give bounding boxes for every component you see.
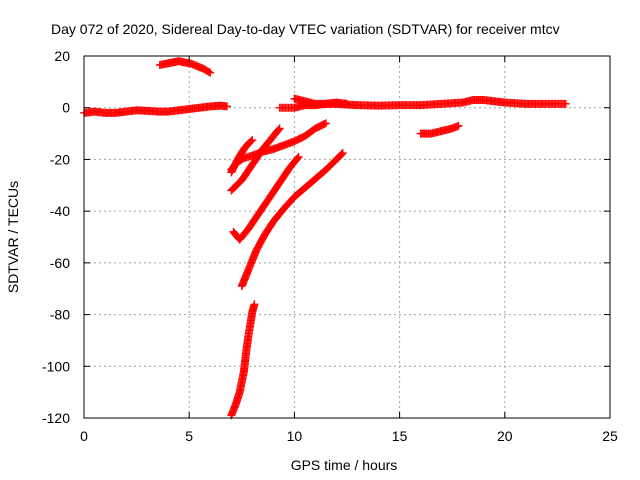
data-point (293, 153, 302, 162)
data-point (561, 99, 570, 108)
data-series (237, 148, 347, 291)
data-point (204, 68, 213, 77)
x-tick-label: 0 (80, 428, 88, 444)
data-series (290, 94, 351, 108)
x-tick-label: 25 (602, 428, 618, 444)
y-tick-label: -120 (42, 410, 70, 426)
y-tick-label: 0 (62, 100, 70, 116)
data-series (275, 95, 570, 112)
data-series (155, 57, 215, 77)
data-point (336, 150, 345, 159)
data-point (321, 119, 330, 128)
data-point (274, 125, 283, 134)
x-tick-label: 15 (392, 428, 408, 444)
data-series (416, 121, 463, 138)
data-point (275, 124, 284, 133)
data-point (223, 102, 232, 111)
data-point (337, 149, 346, 158)
y-tick-label: 20 (54, 48, 70, 64)
y-tick-label: -80 (50, 307, 70, 323)
grid (84, 56, 610, 418)
tick-labels: 0 5 10 15 20 25 -120 -100 -80 -60 -40 -20 0 20 (42, 48, 618, 444)
x-tick-label: 20 (497, 428, 513, 444)
data-point (343, 99, 351, 108)
x-tick-label: 5 (185, 428, 193, 444)
y-tick-label: -100 (42, 358, 70, 374)
y-axis-title: SDTVAR / TECUs (5, 181, 21, 293)
data-point (454, 121, 463, 130)
data-points (80, 57, 570, 420)
data-series (227, 124, 284, 195)
data-point (247, 137, 256, 146)
data-series (227, 300, 259, 420)
y-tick-label: -40 (50, 203, 70, 219)
ticks (83, 55, 611, 419)
data-point (250, 300, 259, 309)
plot-frame (83, 55, 611, 419)
y-tick-label: -60 (50, 255, 70, 271)
chart-title: Day 072 of 2020, Sidereal Day-to-day VTE… (51, 21, 560, 37)
data-point (248, 136, 257, 145)
data-series (80, 101, 232, 117)
y-tick-label: -20 (50, 151, 70, 167)
x-axis-title: GPS time / hours (291, 457, 398, 473)
data-series (227, 136, 257, 177)
data-series (229, 152, 303, 244)
data-point (294, 152, 303, 161)
data-point (338, 148, 347, 157)
data-point (206, 68, 215, 77)
x-tick-label: 10 (287, 428, 303, 444)
